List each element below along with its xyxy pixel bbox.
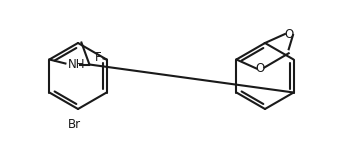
Text: O: O [256, 62, 265, 75]
Text: NH: NH [67, 58, 85, 71]
Text: Br: Br [67, 118, 81, 131]
Text: O: O [284, 28, 294, 40]
Text: F: F [95, 51, 102, 64]
